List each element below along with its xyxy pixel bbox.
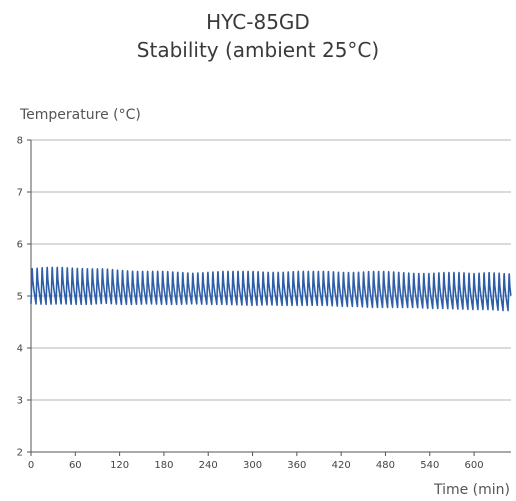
y-tick-label-4: 4 bbox=[17, 344, 23, 355]
x-tick-label-600: 600 bbox=[465, 460, 484, 471]
series-line-0 bbox=[30, 266, 512, 312]
x-tick-label-180: 180 bbox=[154, 460, 173, 471]
y-tick-label-7: 7 bbox=[17, 188, 23, 199]
x-tick-label-0: 0 bbox=[28, 460, 34, 471]
x-tick-label-300: 300 bbox=[243, 460, 262, 471]
y-axis-ticks: 2 3 4 5 6 7 8 bbox=[17, 136, 31, 459]
y-tick-label-2: 2 bbox=[17, 448, 23, 459]
x-tick-label-60: 60 bbox=[69, 460, 82, 471]
chart-title: HYC-85GD bbox=[206, 10, 310, 34]
y-tick-label-3: 3 bbox=[17, 396, 23, 407]
x-axis-title: Time (min) bbox=[433, 482, 510, 498]
y-tick-label-8: 8 bbox=[17, 136, 23, 147]
x-axis-ticks: 0 60 120 180 240 300 360 420 480 540 600 bbox=[28, 452, 484, 471]
y-tick-label-5: 5 bbox=[17, 292, 23, 303]
x-tick-label-120: 120 bbox=[110, 460, 129, 471]
x-tick-label-480: 480 bbox=[376, 460, 395, 471]
plot-area bbox=[30, 266, 512, 312]
y-axis-title: Temperature (°C) bbox=[19, 107, 141, 123]
chart-subtitle: Stability (ambient 25°C) bbox=[136, 38, 380, 62]
x-tick-label-240: 240 bbox=[199, 460, 218, 471]
y-tick-label-6: 6 bbox=[17, 240, 23, 251]
x-tick-label-360: 360 bbox=[287, 460, 306, 471]
x-tick-label-420: 420 bbox=[332, 460, 351, 471]
x-tick-label-540: 540 bbox=[420, 460, 439, 471]
